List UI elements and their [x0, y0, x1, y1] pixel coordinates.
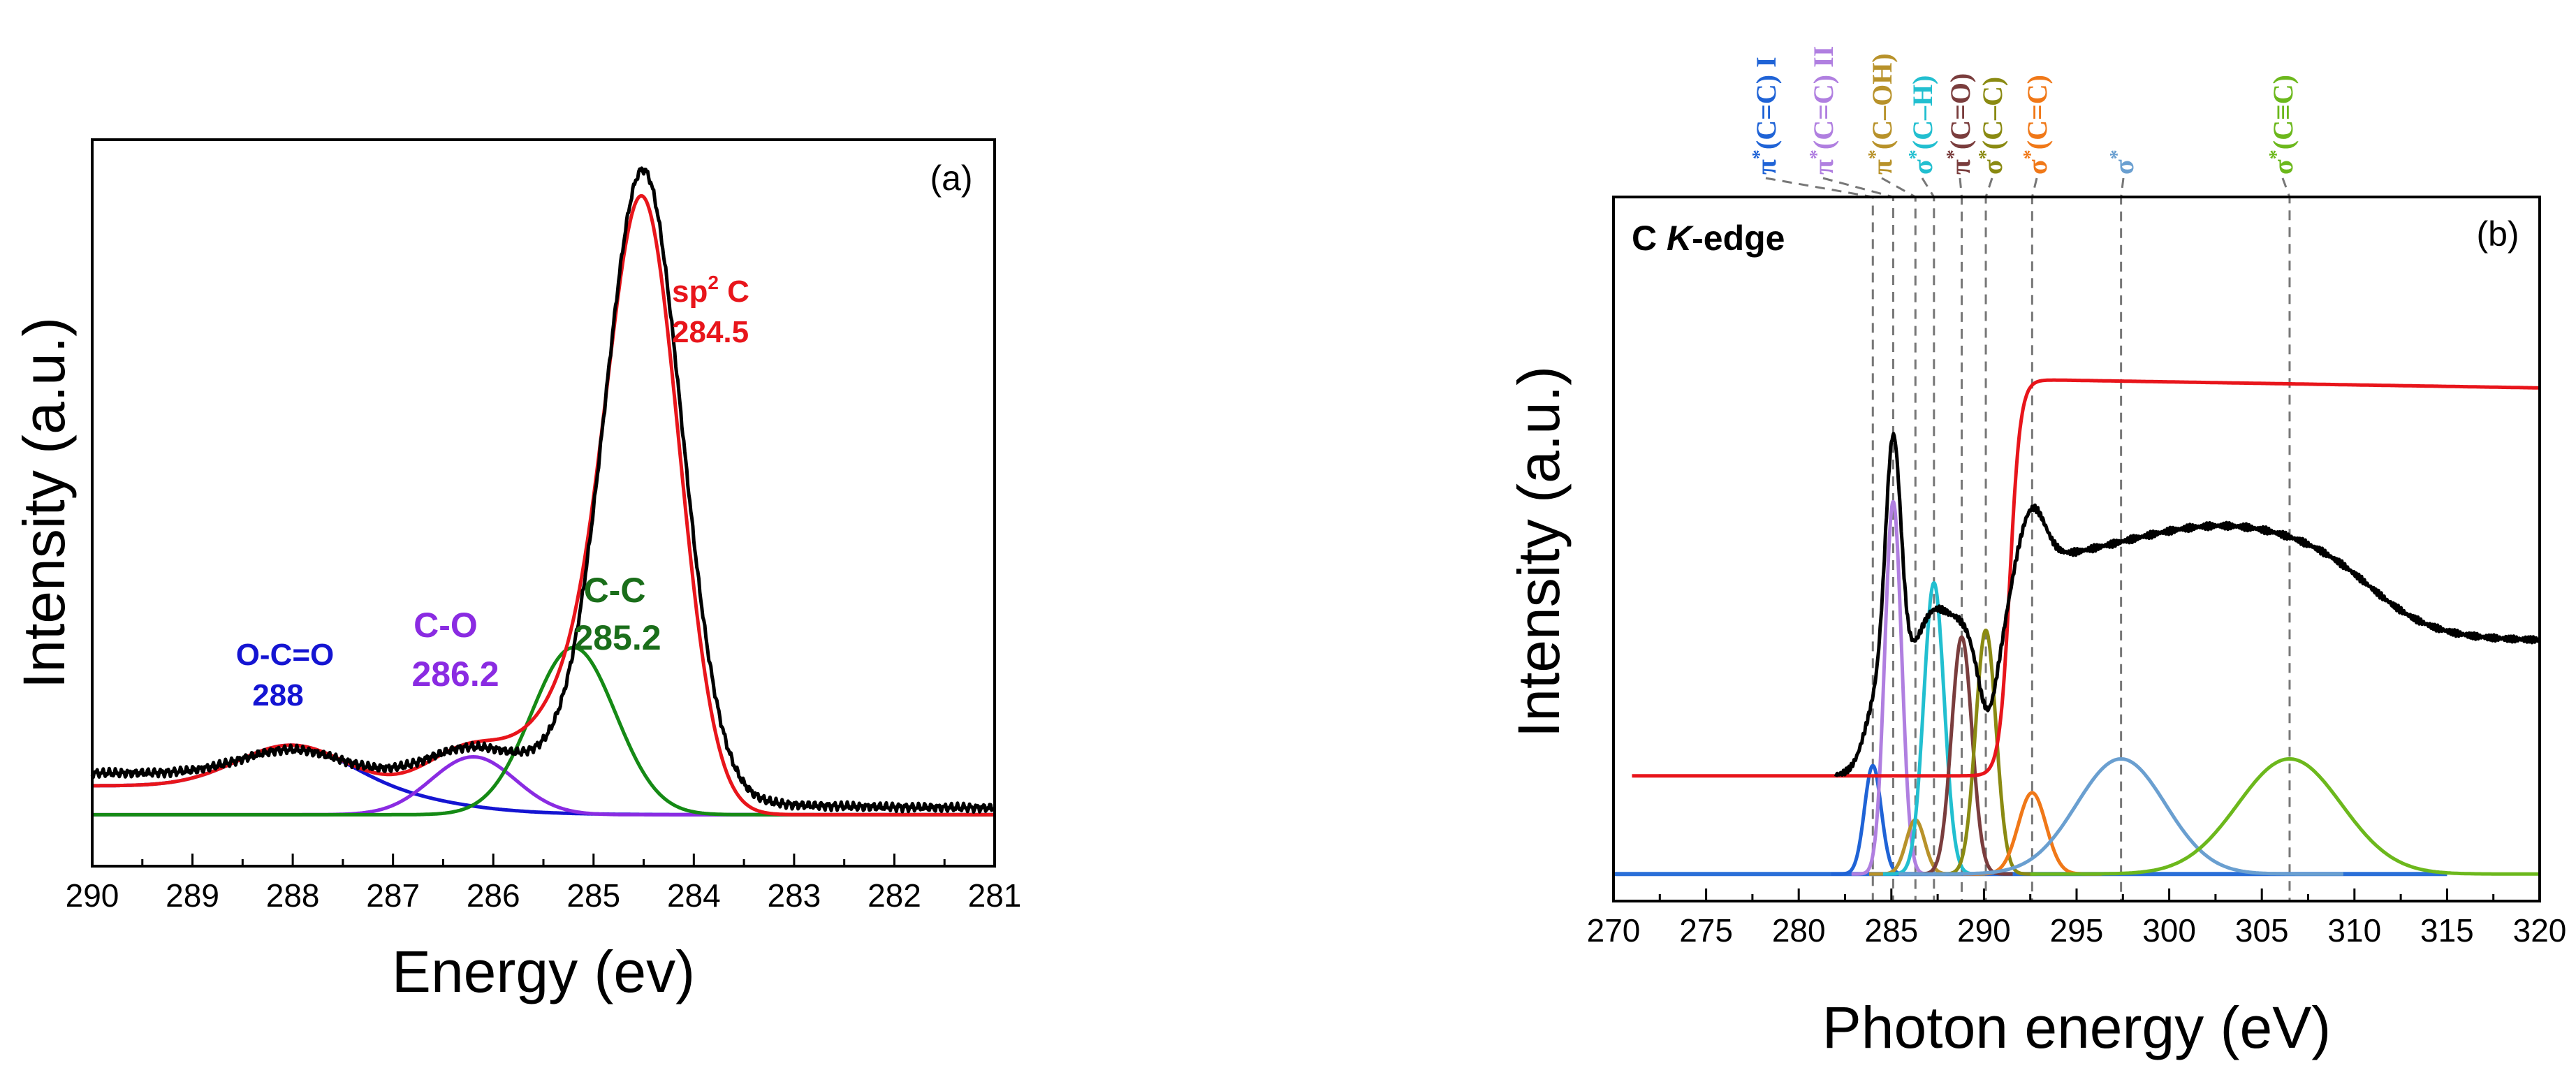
panel-a-tick-label-283: 283	[768, 877, 821, 914]
panel-b-peak-label-8: σ*(C≡C)	[2266, 75, 2299, 175]
panel-a-y-label: Intensity (a.u.)	[11, 317, 77, 689]
panel-b-series-step	[1631, 378, 2540, 778]
panel-a-tick-label-290: 290	[66, 877, 119, 914]
panel-a-tick-label-281: 281	[968, 877, 1022, 914]
peak-label-bond: (C≡C)	[2267, 75, 2299, 149]
panel-b-peak-label-4: π*(C=O)	[1943, 73, 1976, 175]
annotation-sp2-name: sp2 C	[672, 272, 749, 309]
panel-a-x-label: Energy (ev)	[392, 939, 695, 1004]
panel-b-tick-label-280: 280	[1772, 912, 1826, 949]
panel-b-series-experimental	[1834, 432, 2541, 777]
annotation-ocoo-value: 288	[252, 678, 303, 712]
peak-label-bond: (C–C)	[1977, 77, 2008, 149]
peak-label-star: *	[1905, 149, 1927, 159]
panel-a-tick-label-288: 288	[266, 877, 320, 914]
panel-b-guide-3	[1921, 177, 1935, 901]
panel-b-y-label: Intensity (a.u.)	[1506, 366, 1572, 738]
peak-label-symbol: π	[1866, 159, 1898, 175]
panel-a-x-ticks: 290 289 288 287 286 285 284 283 282 281	[66, 854, 1022, 914]
panel-b-guide-5	[1984, 177, 1993, 901]
panel-b-tick-label-275: 275	[1679, 912, 1733, 949]
panel-a-series-sp2-c	[91, 193, 996, 817]
panel-b-guide-4	[1959, 177, 1963, 901]
annotation-cc-value: 285.2	[573, 618, 661, 657]
peak-label-symbol: σ	[1907, 159, 1938, 175]
peak-label-symbol: σ	[1977, 159, 2008, 175]
panel-a-chart: 290 289 288 287 286 285 284 283 282 281 (a) Energ…	[11, 138, 1022, 1004]
panel-b-label: (b)	[2476, 214, 2519, 254]
peak-label-star: *	[2266, 149, 2288, 159]
panel-b-guide-lines	[1765, 177, 2291, 901]
peak-label-bond: (C–H)	[1907, 75, 1938, 150]
panel-a-series-experimental	[90, 166, 996, 814]
panel-b-tick-label-300: 300	[2142, 912, 2196, 949]
peak-label-symbol: σ	[2021, 159, 2053, 175]
peak-label-star: *	[2107, 149, 2128, 159]
panel-b-peak-labels: π*(C=C) Iπ*(C=C) IIπ*(C–OH)σ*(C–H)π*(C=O…	[1749, 46, 2299, 175]
panel-a-tick-label-282: 282	[868, 877, 921, 914]
peak-label-symbol: π	[1808, 159, 1839, 175]
panel-b-title-main: C	[1632, 219, 1667, 258]
annotation-cc-name: C-C	[584, 571, 646, 610]
panel-b-x-label: Photon energy (eV)	[1822, 995, 2331, 1060]
peak-label-symbol: π	[1750, 159, 1782, 175]
panel-b-x-ticks: 270 275 280 285 290 295 300 305 310 315 320	[1587, 888, 2567, 949]
panel-b-title: C K-edge	[1632, 219, 1785, 258]
panel-b-peak-label-7: σ*	[2107, 149, 2139, 175]
peak-label-star: *	[2020, 149, 2042, 159]
panel-a-tick-label-287: 287	[366, 877, 420, 914]
panel-b-peak-label-6: σ*(C=C)	[2020, 75, 2053, 175]
panel-b-title-rest: -edge	[1692, 219, 1785, 258]
panel-b-peak-curve-7	[1898, 757, 2344, 876]
panel-b-tick-label-305: 305	[2235, 912, 2289, 949]
peak-label-bond: (C=C)	[2021, 75, 2053, 149]
annotation-co-value: 286.2	[411, 654, 499, 694]
panel-b-guide-1	[1822, 177, 1894, 901]
panel-b-peak-label-1: π*(C=C) II	[1806, 46, 1839, 175]
panel-a-label: (a)	[930, 159, 972, 198]
panel-a-curves	[90, 166, 996, 817]
annotation-sp2-sp: sp	[672, 275, 708, 309]
panel-b-tick-label-295: 295	[2050, 912, 2104, 949]
peak-label-star: *	[1865, 149, 1887, 159]
peak-label-bond: (C=C) II	[1808, 46, 1839, 149]
panel-b-peak-curve-8	[2030, 757, 2540, 876]
peak-label-star: *	[1749, 149, 1771, 159]
peak-label-bond: (C=C) I	[1750, 57, 1782, 149]
peak-label-bond: (C=O)	[1945, 73, 1976, 149]
peak-label-star: *	[1806, 149, 1828, 159]
panel-a-tick-label-286: 286	[467, 877, 520, 914]
panel-b-peak-label-2: π*(C–OH)	[1865, 53, 1898, 175]
annotation-sp2-c: C	[719, 275, 749, 309]
annotation-ocoo-name: O-C=O	[236, 638, 335, 672]
peak-label-star: *	[1975, 149, 1997, 159]
panel-b-tick-label-285: 285	[1864, 912, 1918, 949]
panel-b-guide-0	[1765, 177, 1874, 901]
panel-a-frame	[91, 138, 996, 868]
panel-a-series-c-c	[91, 645, 996, 817]
panel-b-peak-label-5: σ*(C–C)	[1975, 77, 2008, 175]
annotation-sp2-superscript: 2	[708, 272, 719, 293]
panel-b-tick-label-270: 270	[1587, 912, 1641, 949]
panel-b-tick-label-315: 315	[2420, 912, 2474, 949]
annotation-co-name: C-O	[414, 606, 478, 645]
peak-label-symbol: σ	[2108, 159, 2139, 175]
peak-label-symbol: σ	[2267, 159, 2299, 175]
panel-b-peak-label-3: σ*(C–H)	[1905, 75, 1938, 175]
panel-b-title-italic: K	[1667, 219, 1695, 258]
peak-label-star: *	[1943, 149, 1965, 159]
panel-b-curves	[1615, 378, 2541, 877]
panel-b-peak-label-0: π*(C=C) I	[1749, 57, 1782, 175]
annotation-sp2-value: 284.5	[672, 315, 749, 349]
panel-a-tick-label-285: 285	[566, 877, 620, 914]
panel-a-tick-label-289: 289	[166, 877, 219, 914]
panel-b-tick-label-290: 290	[1957, 912, 2011, 949]
peak-label-symbol: π	[1945, 159, 1976, 175]
panel-b-tick-label-320: 320	[2513, 912, 2567, 949]
panel-b-tick-label-310: 310	[2327, 912, 2381, 949]
panel-b-chart: 270 275 280 285 290 295 300 305 310 315 320 π*(C=C…	[1506, 46, 2566, 1060]
peak-label-bond: (C–OH)	[1866, 53, 1898, 149]
panel-a-tick-label-284: 284	[667, 877, 721, 914]
